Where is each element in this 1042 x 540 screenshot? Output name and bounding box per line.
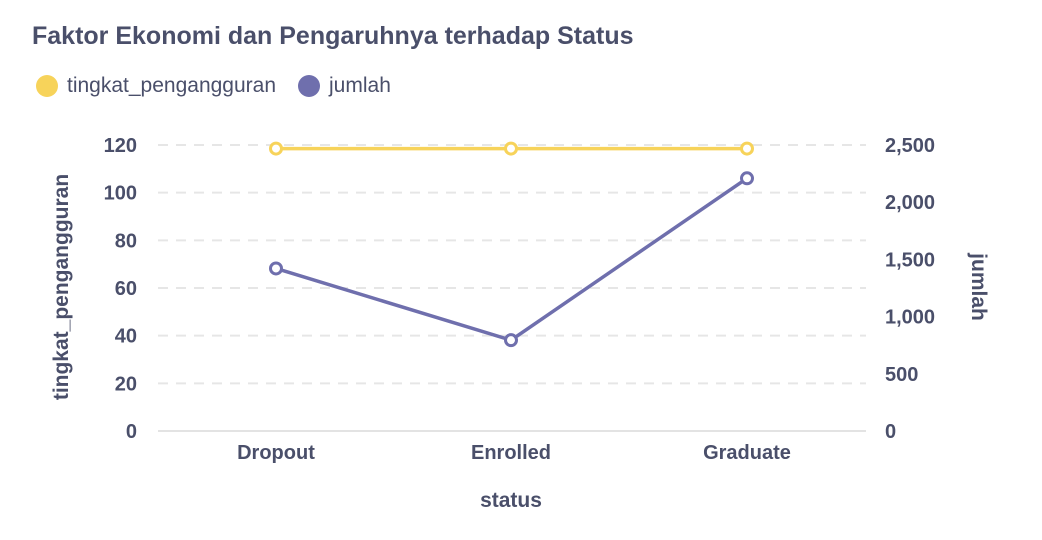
- data-point-tingkat-pengangguran[interactable]: [504, 141, 518, 156]
- left-tick-label: 0: [126, 421, 137, 443]
- x-tick-label: Enrolled: [471, 442, 551, 464]
- right-axis-ticks: 0 500 1,000 1,500 2,000 2,500: [885, 135, 935, 443]
- series-lines: [269, 141, 754, 348]
- right-tick-label: 500: [885, 364, 918, 386]
- legend-swatch-tingkat-pengangguran: [36, 75, 58, 97]
- data-point-jumlah[interactable]: [740, 171, 754, 186]
- gridlines: [158, 144, 866, 432]
- right-tick-label: 0: [885, 421, 896, 443]
- left-axis-title: tingkat_pengangguran: [50, 174, 73, 400]
- right-tick-label: 1,000: [885, 307, 935, 329]
- left-tick-label: 20: [115, 373, 137, 395]
- legend-swatch-jumlah: [298, 75, 321, 97]
- data-point-tingkat-pengangguran[interactable]: [740, 141, 754, 156]
- left-tick-label: 60: [115, 278, 137, 300]
- chart-legend: tingkat_pengangguran jumlah: [36, 74, 413, 98]
- x-tick-label: Graduate: [703, 442, 791, 464]
- series-line-jumlah: [275, 176, 748, 343]
- left-axis-ticks: 0 20 40 60 80 100 120: [104, 135, 137, 443]
- x-tick-label: Dropout: [237, 442, 315, 464]
- left-tick-label: 120: [104, 135, 137, 157]
- left-tick-label: 80: [115, 230, 137, 252]
- left-tick-label: 40: [115, 326, 137, 348]
- right-tick-label: 2,000: [885, 192, 935, 214]
- x-axis-title: status: [480, 489, 542, 512]
- legend-item-tingkat-pengangguran[interactable]: tingkat_pengangguran: [36, 74, 276, 98]
- right-tick-label: 1,500: [885, 249, 935, 271]
- right-axis-title: jumlah: [967, 252, 990, 321]
- legend-label-jumlah: jumlah: [329, 74, 391, 97]
- chart-title: Faktor Ekonomi dan Pengaruhnya terhadap …: [32, 22, 634, 50]
- legend-item-jumlah[interactable]: jumlah: [298, 74, 391, 98]
- legend-label-tingkat-pengangguran: tingkat_pengangguran: [67, 74, 277, 97]
- data-point-tingkat-pengangguran[interactable]: [269, 141, 283, 156]
- left-tick-label: 100: [104, 183, 137, 205]
- right-tick-label: 2,500: [885, 135, 935, 157]
- data-point-jumlah[interactable]: [269, 261, 283, 276]
- x-axis-ticks: Dropout Enrolled Graduate: [237, 442, 791, 464]
- data-point-jumlah[interactable]: [504, 333, 518, 348]
